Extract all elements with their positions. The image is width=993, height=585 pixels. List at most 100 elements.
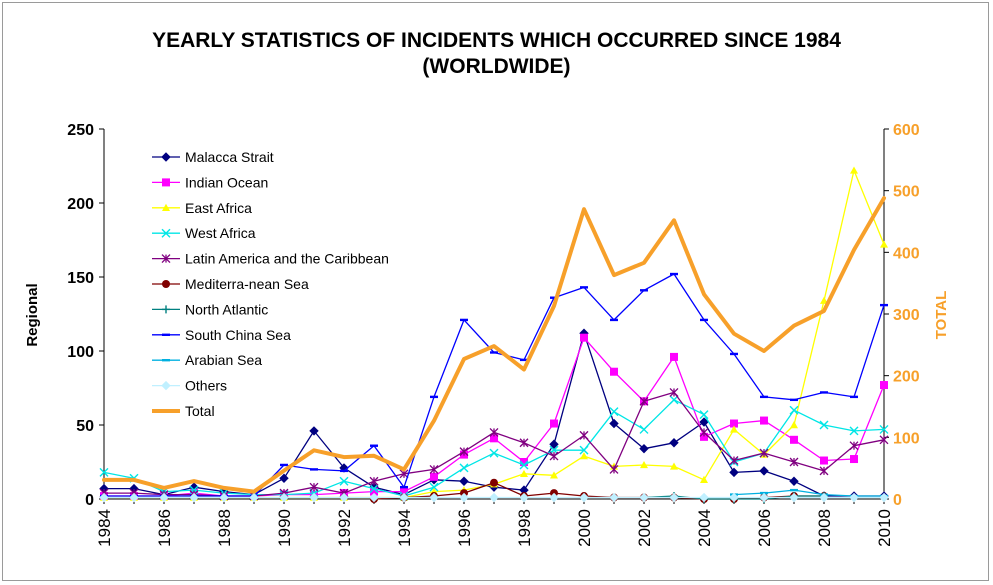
y2-tick-label: 500 — [893, 184, 920, 201]
data-point-malacca-strait — [609, 418, 619, 429]
legend-label: North Atlantic — [185, 301, 268, 317]
data-point-malacca-strait — [639, 443, 649, 454]
y2-axis-label: TOTAL — [933, 291, 950, 340]
legend-label: Latin America and the Caribbean — [185, 251, 389, 267]
x-tick-label: 1988 — [215, 509, 234, 547]
data-point-indian-ocean — [730, 419, 738, 428]
legend-swatch-marker — [161, 152, 171, 162]
data-point-malacca-strait — [729, 467, 739, 478]
data-point-latin-america-and-the-caribbean — [579, 430, 589, 440]
legend-item-west-africa: West Africa — [152, 225, 256, 241]
data-point-others — [249, 492, 259, 503]
data-point-latin-america-and-the-caribbean — [819, 466, 829, 476]
data-point-south-china-sea — [790, 398, 798, 402]
data-point-latin-america-and-the-caribbean — [789, 457, 799, 467]
data-point-indian-ocean — [490, 434, 498, 443]
data-point-malacca-strait — [669, 438, 679, 448]
data-point-south-china-sea — [370, 444, 378, 447]
data-point-latin-america-and-the-caribbean — [639, 396, 649, 406]
data-point-east-africa — [670, 462, 678, 470]
x-tick-label: 1996 — [455, 509, 474, 547]
y-tick-label: 100 — [67, 344, 94, 361]
data-point-indian-ocean — [610, 367, 618, 376]
data-point-south-china-sea — [580, 286, 588, 289]
data-point-south-china-sea — [760, 395, 768, 399]
legend-label: East Africa — [185, 200, 252, 216]
data-point-others — [639, 492, 649, 503]
data-point-east-africa — [850, 166, 858, 174]
data-point-indian-ocean — [700, 432, 708, 441]
data-point-west-africa — [579, 445, 589, 455]
legend-swatch-marker — [162, 359, 170, 362]
data-point-latin-america-and-the-caribbean — [849, 441, 859, 451]
legend-swatch-marker — [162, 305, 170, 314]
data-point-west-africa — [99, 467, 109, 477]
data-point-indian-ocean — [670, 352, 678, 361]
data-point-south-china-sea — [460, 318, 468, 322]
data-point-latin-america-and-the-caribbean — [429, 464, 439, 474]
data-point-indian-ocean — [370, 487, 378, 496]
data-point-latin-america-and-the-caribbean — [699, 427, 709, 437]
data-point-others — [789, 492, 799, 503]
data-point-south-china-sea — [400, 485, 408, 489]
x-tick-label: 2002 — [635, 509, 654, 547]
data-point-malacca-strait — [699, 417, 709, 427]
x-tick-label: 2000 — [575, 509, 594, 547]
legend-label: Indian Ocean — [185, 174, 268, 190]
x-tick-label: 1998 — [515, 509, 534, 547]
legend-item-indian-ocean: Indian Ocean — [152, 174, 268, 190]
data-point-west-africa — [879, 424, 889, 434]
x-tick-label: 2006 — [755, 509, 774, 547]
data-point-south-china-sea — [670, 272, 678, 276]
legend-label: Total — [185, 403, 215, 419]
data-point-east-africa — [730, 425, 738, 433]
data-point-east-africa — [700, 475, 708, 483]
legend-swatch-marker — [161, 380, 171, 391]
plot-area — [99, 166, 889, 503]
data-point-others — [279, 492, 289, 503]
data-point-south-china-sea — [340, 469, 348, 473]
data-point-others — [819, 492, 829, 503]
y-tick-label: 50 — [76, 418, 94, 435]
data-point-malacca-strait — [789, 476, 799, 486]
series-line-arabian-sea — [733, 489, 885, 497]
y2-tick-label: 200 — [893, 369, 920, 386]
data-point-south-china-sea — [700, 318, 708, 322]
data-point-others — [309, 492, 319, 503]
data-point-latin-america-and-the-caribbean — [759, 448, 769, 458]
legend-item-mediterra-nean-sea: Mediterra-nean Sea — [152, 276, 309, 292]
data-point-latin-america-and-the-caribbean — [519, 438, 529, 448]
data-point-latin-america-and-the-caribbean — [879, 435, 889, 445]
data-point-others — [609, 492, 619, 503]
x-tick-label: 2008 — [815, 509, 834, 547]
y-tick-label: 200 — [67, 196, 94, 213]
data-point-south-china-sea — [280, 463, 288, 467]
data-point-south-china-sea — [610, 318, 618, 322]
data-point-west-africa — [639, 424, 649, 434]
series-line-mediterra-nean-sea — [373, 482, 825, 500]
data-point-others — [189, 492, 199, 503]
legend: Malacca Strait Indian Ocean East Africa Wes… — [152, 149, 389, 419]
data-point-indian-ocean — [550, 419, 558, 428]
data-point-west-africa — [819, 420, 829, 430]
data-point-west-africa — [789, 405, 799, 415]
data-point-indian-ocean — [400, 487, 408, 496]
data-point-west-africa — [459, 463, 469, 473]
chart-title-line2: (WORLDWIDE) — [422, 55, 571, 78]
legend-item-south-china-sea: South China Sea — [152, 327, 291, 343]
series-total — [102, 196, 886, 494]
data-point-others — [579, 492, 589, 503]
chart-title-line1: YEARLY STATISTICS OF INCIDENTS WHICH OCC… — [152, 29, 841, 52]
legend-swatch-marker — [161, 228, 171, 238]
legend-swatch-marker — [161, 254, 171, 264]
y2-tick-label: 0 — [893, 492, 902, 509]
data-point-west-africa — [429, 482, 439, 492]
y2-tick-label: 600 — [893, 122, 920, 139]
series-others — [99, 492, 889, 503]
y2-tick-label: 100 — [893, 430, 920, 447]
legend-label: Malacca Strait — [185, 149, 274, 165]
data-point-south-china-sea — [490, 351, 498, 354]
legend-swatch-marker — [162, 280, 170, 288]
x-tick-label: 1992 — [335, 509, 354, 547]
